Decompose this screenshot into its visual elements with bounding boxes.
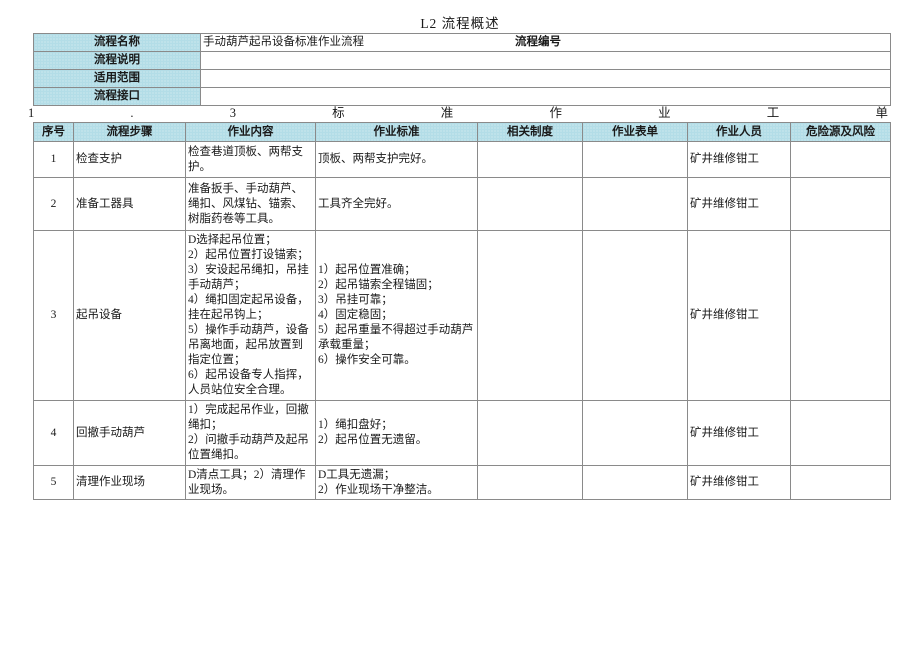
info-value-process-name: 手动葫芦起吊设备标准作业流程 流程编号 — [200, 33, 891, 52]
cell-risk — [790, 465, 891, 500]
cell-content: 准备扳手、手动葫芦、绳扣、风煤钻、锚索、树脂药卷等工具。 — [185, 177, 316, 231]
heading-char: 3 — [229, 106, 236, 120]
cell-seq-no: 1 — [33, 141, 74, 178]
cell-risk — [790, 141, 891, 178]
cell-content: D清点工具；2）清理作业现场。 — [185, 465, 316, 500]
info-value-process-description — [200, 51, 891, 70]
section-heading: 1 . 3 标 准 作 业 工 单 — [28, 104, 888, 121]
info-label-process-name: 流程名称 — [33, 33, 201, 52]
header-work-content: 作业内容 — [185, 122, 316, 142]
cell-personnel: 矿井维修钳工 — [687, 465, 791, 500]
table-header-row: 序号 流程步骤 作业内容 作业标准 相关制度 作业表单 作业人员 危险源及风险 — [33, 122, 891, 142]
cell-step: 检查支护 — [73, 141, 186, 178]
cell-personnel: 矿井维修钳工 — [687, 400, 791, 466]
cell-standard: 工具齐全完好。 — [315, 177, 478, 231]
cell-risk — [790, 230, 891, 401]
header-seq-no: 序号 — [33, 122, 74, 142]
cell-system — [477, 465, 583, 500]
header-hazard-risk: 危险源及风险 — [790, 122, 891, 142]
table-row: 4 回撤手动葫芦 1）完成起吊作业，回撤绳扣； 2）问撤手动葫芦及起吊位置绳扣。… — [33, 400, 891, 466]
cell-seq-no: 2 — [33, 177, 74, 231]
table-row: 2 准备工器具 准备扳手、手动葫芦、绳扣、风煤钻、锚索、树脂药卷等工具。 工具齐… — [33, 177, 891, 231]
heading-char: . — [130, 106, 134, 120]
header-related-system: 相关制度 — [477, 122, 583, 142]
cell-standard: 顶板、两帮支护完好。 — [315, 141, 478, 178]
cell-personnel: 矿井维修钳工 — [687, 141, 791, 178]
header-work-standard: 作业标准 — [315, 122, 478, 142]
info-value-scope — [200, 69, 891, 88]
heading-char: 准 — [440, 106, 454, 120]
cell-system — [477, 141, 583, 178]
heading-char: 单 — [875, 106, 888, 120]
cell-form — [582, 177, 688, 231]
process-info-table: 流程名称 手动葫芦起吊设备标准作业流程 流程编号 流程说明 适用范围 流程接口 — [33, 33, 891, 106]
info-label-interface: 流程接口 — [33, 87, 201, 106]
table-row: 3 起吊设备 D选择起吊位置； 2）起吊位置打设锚索； 3）安设起吊绳扣，吊挂手… — [33, 230, 891, 401]
cell-seq-no: 5 — [33, 465, 74, 500]
cell-personnel: 矿井维修钳工 — [687, 177, 791, 231]
heading-char: 业 — [658, 106, 671, 120]
cell-content: 1）完成起吊作业，回撤绳扣； 2）问撤手动葫芦及起吊位置绳扣。 — [185, 400, 316, 466]
heading-char: 作 — [549, 106, 562, 120]
cell-standard: 1）起吊位置准确； 2）起吊锚索全程锚固； 3）吊挂可靠； 4）固定稳固； 5）… — [315, 230, 478, 401]
header-work-form: 作业表单 — [582, 122, 688, 142]
info-row-scope: 适用范围 — [33, 69, 891, 88]
cell-standard: D工具无遗漏； 2）作业现场干净整洁。 — [315, 465, 478, 500]
cell-step: 清理作业现场 — [73, 465, 186, 500]
cell-system — [477, 230, 583, 401]
cell-content: 检查巷道顶板、两帮支护。 — [185, 141, 316, 178]
cell-risk — [790, 400, 891, 466]
cell-standard: 1）绳扣盘好； 2）起吊位置无遗留。 — [315, 400, 478, 466]
cell-system — [477, 400, 583, 466]
cell-form — [582, 141, 688, 178]
cell-step: 起吊设备 — [73, 230, 186, 401]
cell-step: 准备工器具 — [73, 177, 186, 231]
cell-system — [477, 177, 583, 231]
heading-char: 标 — [332, 106, 345, 120]
info-label-process-description: 流程说明 — [33, 51, 201, 70]
cell-seq-no: 3 — [33, 230, 74, 401]
info-value-interface — [200, 87, 891, 106]
page-title: L2 流程概述 — [420, 16, 500, 31]
process-number-label: 流程编号 — [515, 36, 561, 48]
cell-seq-no: 4 — [33, 400, 74, 466]
cell-risk — [790, 177, 891, 231]
info-row-process-description: 流程说明 — [33, 51, 891, 70]
info-label-scope: 适用范围 — [33, 69, 201, 88]
info-row-interface: 流程接口 — [33, 87, 891, 106]
cell-form — [582, 230, 688, 401]
cell-content: D选择起吊位置； 2）起吊位置打设锚索； 3）安设起吊绳扣，吊挂手动葫芦； 4）… — [185, 230, 316, 401]
info-row-process-name: 流程名称 手动葫芦起吊设备标准作业流程 流程编号 — [33, 33, 891, 52]
cell-personnel: 矿井维修钳工 — [687, 230, 791, 401]
work-order-table: 序号 流程步骤 作业内容 作业标准 相关制度 作业表单 作业人员 危险源及风险 … — [33, 122, 891, 500]
heading-char: 工 — [766, 106, 780, 120]
header-work-personnel: 作业人员 — [687, 122, 791, 142]
heading-char: 1 — [28, 106, 35, 120]
table-row: 1 检查支护 检查巷道顶板、两帮支护。 顶板、两帮支护完好。 矿井维修钳工 — [33, 141, 891, 178]
table-row: 5 清理作业现场 D清点工具；2）清理作业现场。 D工具无遗漏； 2）作业现场干… — [33, 465, 891, 500]
process-name-value: 手动葫芦起吊设备标准作业流程 — [203, 36, 364, 48]
cell-form — [582, 400, 688, 466]
cell-form — [582, 465, 688, 500]
cell-step: 回撤手动葫芦 — [73, 400, 186, 466]
header-process-step: 流程步骤 — [73, 122, 186, 142]
